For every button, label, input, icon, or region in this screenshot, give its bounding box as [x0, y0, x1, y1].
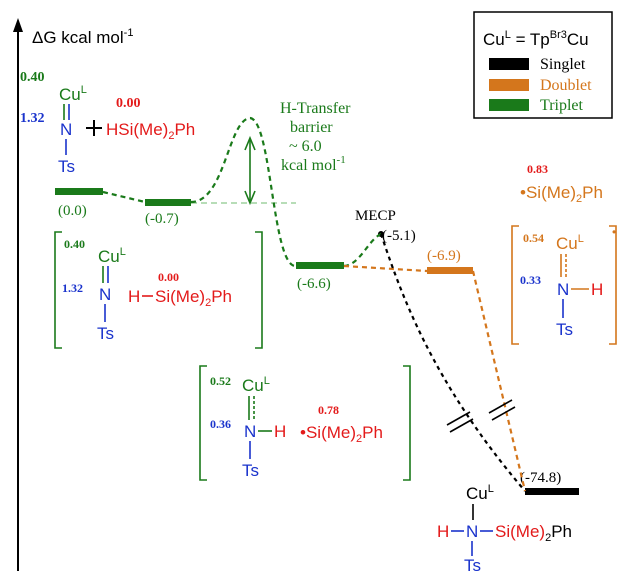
spin-cu: 0.54 [523, 231, 544, 245]
complex-structure: 0.40 CuL 1.32 N Ts 0.00 H Si(Me)2Ph [54, 231, 263, 349]
h-label: H [128, 287, 140, 306]
value-mecp: (-5.1) [382, 228, 416, 244]
level-intermediate [296, 262, 344, 269]
si-label: Si(Me)2Ph [495, 522, 572, 544]
barrier-label-4: kcal mol-1 [281, 154, 346, 174]
h-label: H [274, 422, 286, 441]
value-product: (-74.8) [520, 470, 561, 486]
value-doublet: (-6.9) [427, 248, 461, 264]
level-complex [145, 199, 191, 206]
barrier-label-1: H-Transfer [280, 100, 351, 117]
cu-label: CuL [466, 483, 494, 503]
spin-si: 0.83 [527, 162, 548, 176]
intermediate-structure: 0.52 CuL 0.36 N H Ts 0.78 •Si(Me)2Ph [199, 365, 411, 481]
hsi-label: HSi(Me)2Ph [106, 120, 195, 142]
value-complex: (-0.7) [145, 211, 179, 227]
cu-label: CuL [59, 84, 87, 104]
pathway-connectors [102, 116, 527, 492]
barrier-annotation: H-Transfer barrier ~ 6.0 kcal mol-1 [244, 100, 351, 206]
n-label: N [244, 422, 256, 441]
axis-label: ΔG kcal mol-1 [32, 27, 133, 47]
radical-dot: • [612, 225, 616, 239]
legend-label-triplet: Triplet [540, 97, 584, 114]
product-structure: CuL H N Si(Me)2Ph Ts [437, 483, 572, 571]
cu-label: CuL [98, 246, 126, 266]
cu-label: CuL [556, 233, 584, 253]
ts-label: Ts [58, 157, 75, 176]
spin-n: 1.32 [62, 281, 83, 295]
energy-levels: (0.0) (-0.7) (-6.6) (-6.9) (-74.8) MECP … [55, 188, 579, 495]
si-label: •Si(Me)2Ph [300, 423, 383, 445]
level-reactant [55, 188, 103, 195]
y-axis: ΔG kcal mol-1 [13, 18, 133, 571]
n-label: N [466, 522, 478, 541]
legend-swatch-singlet [489, 58, 529, 70]
h-label: H [591, 280, 603, 299]
n-label: N [60, 120, 72, 139]
doublet-complex: • 0.54 CuL 0.33 N H Ts [511, 225, 617, 345]
ts-label: Ts [97, 324, 114, 343]
ts-label: Ts [556, 320, 573, 339]
legend-swatch-triplet [489, 99, 529, 111]
legend-label-doublet: Doublet [540, 77, 592, 94]
spin-si: 0.78 [318, 403, 339, 417]
spin-h: 0.00 [116, 96, 141, 111]
cu-label: CuL [242, 375, 270, 395]
spin-cu: 0.52 [210, 374, 231, 388]
value-reactant: (0.0) [58, 203, 87, 219]
legend-label-singlet: Singlet [540, 56, 586, 73]
spin-cu: 0.40 [20, 70, 45, 85]
reactant-structure: 0.40 CuL 1.32 N Ts 0.00 HSi(Me)2Ph [20, 70, 195, 176]
spin-n: 0.36 [210, 417, 231, 431]
mecp-label: MECP [355, 208, 396, 224]
barrier-label-3: ~ 6.0 [289, 138, 322, 155]
legend-title: CuL = TpBr3Cu [483, 29, 589, 49]
doublet-radical: 0.83 •Si(Me)2Ph [520, 162, 603, 205]
si-label: Si(Me)2Ph [155, 287, 232, 309]
legend-swatch-doublet [489, 79, 529, 91]
level-product [525, 488, 579, 495]
legend: CuL = TpBr3Cu Singlet Doublet Triplet [473, 11, 613, 119]
spin-cu: 0.40 [64, 237, 85, 251]
h-label: H [437, 522, 449, 541]
value-intermediate: (-6.6) [297, 276, 331, 292]
si-label: •Si(Me)2Ph [520, 183, 603, 205]
spin-n: 0.33 [520, 273, 541, 287]
n-label: N [557, 280, 569, 299]
level-doublet [427, 267, 473, 274]
spin-n: 1.32 [20, 111, 45, 126]
barrier-label-2: barrier [290, 119, 333, 136]
ts-label: Ts [242, 461, 259, 480]
ts-label: Ts [464, 556, 481, 571]
spin-h: 0.00 [158, 270, 179, 284]
n-label: N [99, 285, 111, 304]
